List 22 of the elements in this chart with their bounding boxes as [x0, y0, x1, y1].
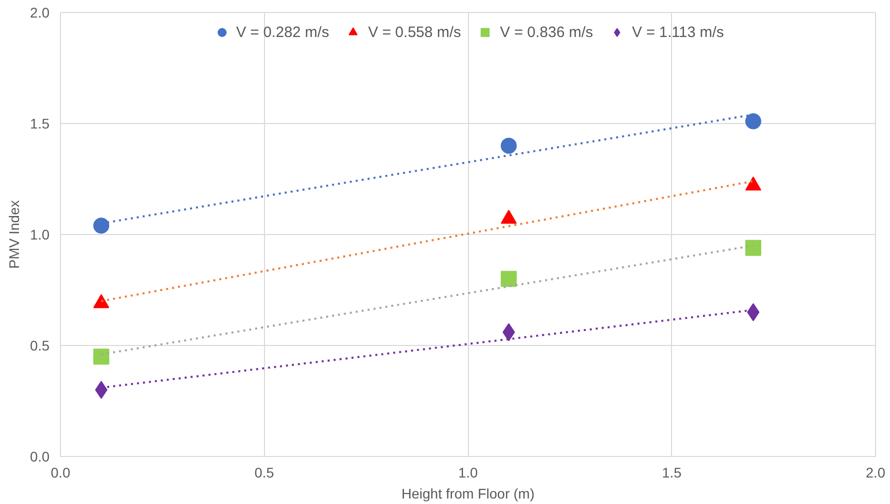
y-tick-label: 0.0: [30, 448, 50, 464]
y-axis-title: PMV Index: [6, 200, 22, 269]
x-axis-title: Height from Floor (m): [401, 486, 535, 502]
y-tick-label: 0.5: [30, 338, 50, 354]
legend-label: V = 0.836 m/s: [500, 24, 594, 40]
x-tick-label: 1.0: [458, 464, 478, 480]
legend-label: V = 1.113 m/s: [632, 24, 724, 40]
legend-label: V = 0.558 m/s: [368, 24, 462, 40]
y-tick-label: 2.0: [30, 4, 50, 20]
x-tick-label: 0.5: [254, 464, 274, 480]
point: [93, 218, 110, 234]
x-tick-label: 2.0: [866, 464, 886, 480]
y-tick-label: 1.5: [30, 116, 50, 132]
point: [93, 348, 110, 365]
x-tick-label: 0.0: [50, 464, 70, 480]
x-tick-label: 1.5: [662, 464, 682, 480]
point: [745, 113, 762, 130]
legend-label: V = 0.282 m/s: [236, 24, 330, 40]
point: [500, 270, 517, 287]
point: [500, 138, 517, 154]
point: [745, 240, 762, 256]
y-tick-label: 1.0: [30, 226, 50, 242]
